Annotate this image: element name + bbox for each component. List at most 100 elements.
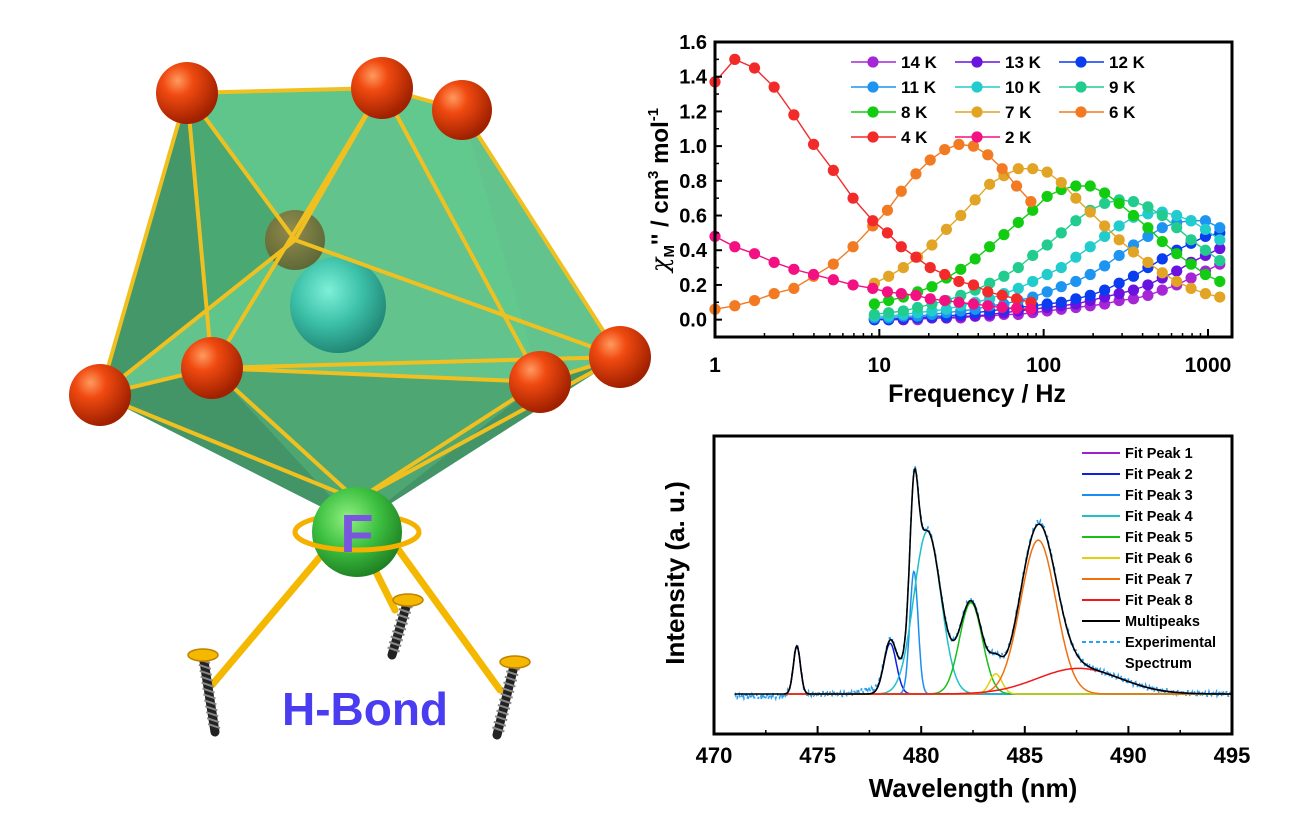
screw-thread [500,692,514,699]
data-point [926,281,938,293]
data-point [969,194,981,206]
data-point [1055,281,1067,293]
legend-label: Experimental [1125,635,1216,651]
legend-label: Fit Peak 5 [1125,530,1193,546]
data-point [729,53,741,65]
data-point [910,168,922,180]
polyhedron-edge [210,366,359,502]
screw-icon [387,593,424,660]
ylabel-superscript-minus1: -1 [645,108,662,121]
data-point [788,109,800,121]
data-point [1113,234,1125,246]
screw-thread [198,663,212,670]
data-point [924,261,936,274]
screw-icon [492,655,531,740]
legend-label: 4 K [901,128,928,147]
legend-item: Fit Peak 5 [1082,530,1193,546]
x-tick-label: 495 [1214,743,1251,768]
screw-thread [200,675,214,682]
legend-item: 12 K [1059,53,1146,72]
legend-item: Fit Peak 8 [1082,593,1193,609]
data-point [1142,201,1154,213]
data-point [982,149,994,161]
data-point [748,294,761,307]
multipeaks-line [734,466,1232,695]
data-point [788,263,800,275]
center-atom [290,257,386,353]
data-point [955,209,967,222]
legend-label: Multipeaks [1125,614,1200,630]
data-point [1012,261,1024,274]
data-point [1127,209,1140,222]
screw-thread [395,619,408,625]
data-point [1199,244,1212,256]
series-8k [868,180,1226,310]
screw-thread [503,681,516,688]
data-point [926,239,938,251]
fluorine-label: F [341,504,374,564]
data-point [867,215,879,227]
data-point [895,241,907,253]
legend-label: Fit Peak 7 [1125,572,1193,588]
data-point [940,303,953,315]
data-point [1199,268,1212,281]
vertex-atom [432,80,492,140]
series-2k [709,230,1037,315]
data-point [939,268,951,281]
x-tick-label: 100 [1026,354,1061,377]
data-point [1010,302,1023,314]
y-tick-label: 0.4 [679,240,708,262]
data-point [868,298,880,310]
data-point [1084,180,1096,192]
data-point [1084,241,1096,253]
data-point [1041,190,1053,203]
data-point [1199,215,1212,227]
data-point [1185,258,1197,270]
data-point [939,143,951,156]
data-point [897,305,909,317]
legend-marker [1075,106,1087,118]
screw-thread [504,675,518,682]
data-point [895,185,907,197]
data-point [1185,272,1197,284]
screws [187,593,531,740]
x-tick-label: 470 [696,743,733,768]
polyhedron-edge [293,238,622,359]
data-point [729,241,741,253]
data-point [1012,216,1024,229]
screw-thread [501,687,515,694]
legend-label: 2 K [1005,128,1032,147]
screw-thread [496,709,509,716]
data-point [847,192,859,204]
data-point [967,279,980,291]
screw-thread [201,681,214,688]
data-point [1142,222,1154,234]
data-point [768,288,780,300]
chi-symbol: χ [646,256,674,274]
legend-marker [971,131,983,143]
screw-thread [505,670,519,677]
screw-head [392,593,424,607]
data-point [883,270,895,282]
data-point [768,81,780,93]
data-point [1185,282,1197,295]
data-point [1055,261,1067,274]
chart2-x-axis-label: Wavelength (nm) [869,773,1077,803]
data-point [729,300,741,312]
data-point [1127,293,1140,305]
data-point [1199,288,1212,300]
screw-thread [206,717,220,724]
legend-label: Fit Peak 1 [1125,446,1193,462]
polyhedron-edge [355,380,542,502]
screw-head [187,648,219,662]
data-point [1012,282,1024,295]
chart1-ticks: 0.0 0.2 0.4 0.6 0.8 1.0 1.2 1.4 1.6 1 10 100 1000 [679,32,1231,377]
data-point [1070,192,1082,204]
screw-head [499,655,531,669]
data-point [1099,260,1111,272]
legend-item: 13 K [955,53,1042,72]
data-point [1214,255,1226,267]
data-point [912,301,924,314]
chart1-plot-frame [713,40,1234,339]
data-point [897,261,909,274]
